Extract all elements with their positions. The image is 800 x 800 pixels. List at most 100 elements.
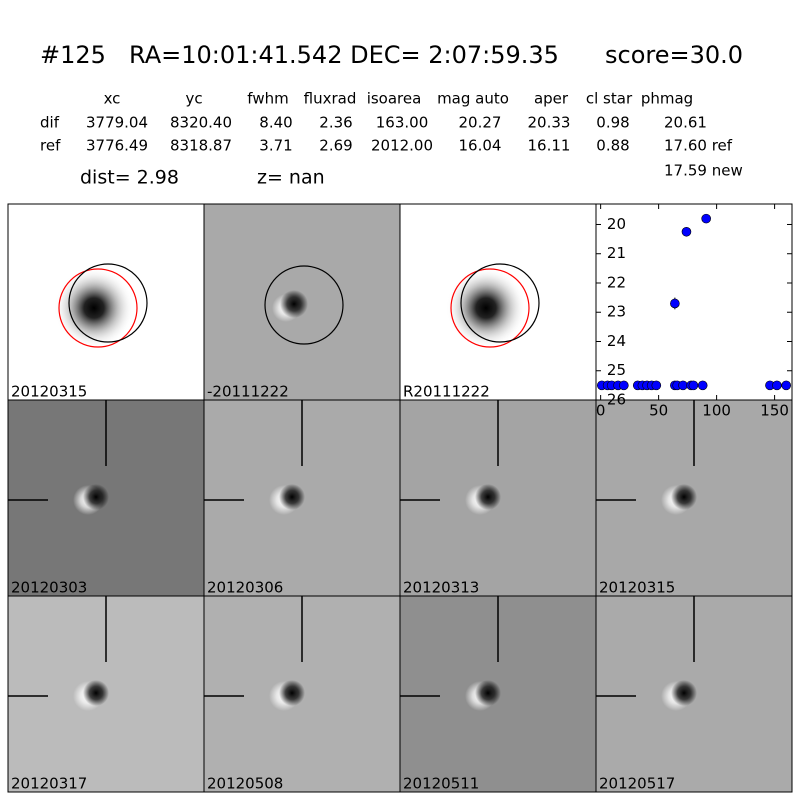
panel-label: 20120508 <box>207 775 283 793</box>
cell: 163.00 <box>376 114 429 132</box>
x-tick-label: 0 <box>596 402 606 420</box>
residual-dark <box>671 680 697 706</box>
data-point <box>678 380 688 391</box>
data-point <box>651 380 662 391</box>
column-header: fwhm <box>247 90 288 108</box>
panel-label: 20120317 <box>11 775 87 793</box>
panel-label: 20120517 <box>599 775 675 793</box>
panel-label: 20120313 <box>403 579 479 597</box>
panel-label: -20111222 <box>207 383 289 401</box>
residual-dark <box>279 680 305 706</box>
header: #125 RA=10:01:41.542 DEC= 2:07:59.35 sco… <box>40 41 743 69</box>
residual-dark <box>83 484 109 510</box>
y-tick-label: 21 <box>607 244 626 262</box>
panel-label: 20120315 <box>11 383 87 401</box>
panel-label: 20120315 <box>599 579 675 597</box>
source <box>446 268 526 348</box>
image-panel: 20120313 <box>399 399 597 597</box>
column-header: mag auto <box>437 90 509 108</box>
cell: 2012.00 <box>371 137 433 155</box>
column-header: fluxrad <box>304 90 357 108</box>
score: score=30.0 <box>605 41 743 69</box>
x-tick-label: 150 <box>760 402 789 420</box>
panels: 20120315 -20111222 R20111222 20120303 201203… <box>7 203 793 793</box>
data-point <box>772 380 782 391</box>
cell: 0.88 <box>596 137 629 155</box>
image-panel: 20120508 <box>203 595 401 793</box>
image-panel: 20120511 <box>399 595 597 793</box>
cell: 17.60 ref <box>664 137 733 155</box>
det-circle <box>264 265 344 345</box>
y-tick-label: 23 <box>607 303 626 321</box>
residual-dark <box>280 290 308 318</box>
image-panel: 20120317 <box>7 595 205 793</box>
cell: 3779.04 <box>86 114 148 132</box>
cell: 2.69 <box>319 137 352 155</box>
panel-label: 20120306 <box>207 579 283 597</box>
column-header: yc <box>185 90 202 108</box>
phmag-new: 17.59 new <box>664 162 743 180</box>
table: xc yc fwhm fluxrad isoarea mag auto aper cl sta… <box>40 90 733 155</box>
image-panel: 20120303 <box>7 399 205 597</box>
det-circle <box>460 263 540 343</box>
data-point <box>697 380 708 391</box>
cell: 0.98 <box>596 114 629 132</box>
cell: 3.71 <box>259 137 292 155</box>
row-label: ref <box>40 137 61 155</box>
det-circle <box>68 263 148 343</box>
data-point <box>619 380 629 391</box>
column-header: isoarea <box>367 90 422 108</box>
data-point <box>688 380 699 391</box>
cell: 20.33 <box>528 114 571 132</box>
residual-dark <box>475 680 501 706</box>
column-header: cl star <box>586 90 633 108</box>
image-panel: 20120517 <box>595 595 793 793</box>
candidate-id: #125 <box>40 41 106 69</box>
cell: 8320.40 <box>170 114 232 132</box>
y-tick-label: 24 <box>607 332 626 350</box>
panel-frame <box>595 595 793 793</box>
coordinates: RA=10:01:41.542 DEC= 2:07:59.35 <box>129 41 559 69</box>
image-panel: 20120315 <box>7 203 205 401</box>
cell: 20.61 <box>664 114 707 132</box>
cell: 16.11 <box>528 137 571 155</box>
residual-dark <box>279 484 305 510</box>
panel-label: 20120303 <box>11 579 87 597</box>
panel-label: R20111222 <box>403 383 490 401</box>
dist: dist= 2.98 <box>80 167 179 189</box>
source <box>54 268 134 348</box>
y-tick-label: 20 <box>607 215 626 233</box>
x-tick-label: 50 <box>649 402 668 420</box>
data-point <box>670 298 680 309</box>
cell: 16.04 <box>459 137 502 155</box>
image-panel: 20120306 <box>203 399 401 597</box>
cell: 2.36 <box>319 114 352 132</box>
ref-circle <box>450 268 530 348</box>
image-panel: -20111222 <box>203 203 401 401</box>
image-panel: R20111222 <box>399 203 597 401</box>
cell: 8318.87 <box>170 137 232 155</box>
y-tick-label: 25 <box>607 361 626 379</box>
data-point <box>681 226 692 237</box>
column-header: aper <box>534 90 569 108</box>
ref-circle <box>58 268 138 348</box>
residual-dark <box>83 680 109 706</box>
panel-label: 20120511 <box>403 775 479 793</box>
data-point <box>701 213 711 224</box>
column-header: xc <box>104 90 121 108</box>
cell: 3776.49 <box>86 137 148 155</box>
cell: 8.40 <box>259 114 292 132</box>
residual-dark <box>671 484 697 510</box>
residual-dark <box>475 484 501 510</box>
row-label: dif <box>40 114 60 132</box>
cell: 20.27 <box>459 114 502 132</box>
plot-background <box>596 204 792 400</box>
y-tick-label: 22 <box>607 273 626 291</box>
column-header: phmag <box>641 90 693 108</box>
z: z= nan <box>257 167 325 189</box>
image-panel: 20120315 <box>595 399 793 597</box>
data-point <box>781 380 792 391</box>
x-tick-label: 100 <box>702 402 731 420</box>
